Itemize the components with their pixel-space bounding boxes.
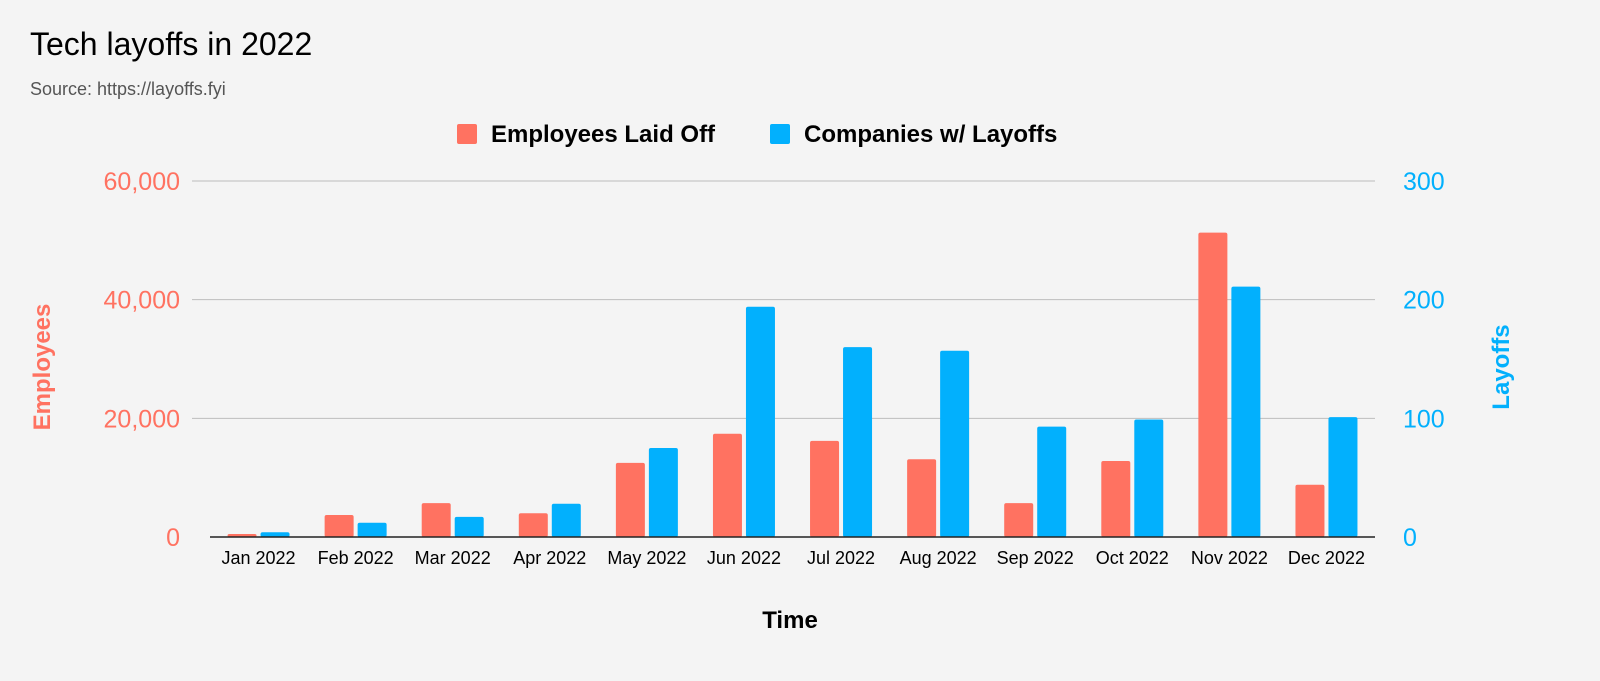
bar-employees (615, 462, 645, 537)
bar-companies (551, 503, 581, 537)
bar-companies (843, 347, 873, 537)
bar-companies (1037, 426, 1067, 537)
bar-companies (648, 448, 678, 537)
bar-companies (1231, 286, 1261, 537)
bar-companies (940, 350, 970, 537)
legend-swatch-employees (457, 124, 477, 144)
y-left-tick-label: 20,000 (104, 405, 180, 433)
bar-companies (260, 532, 290, 537)
bar-employees (907, 459, 937, 537)
x-tick-label: Nov 2022 (1191, 548, 1268, 568)
legend-swatch-companies (770, 124, 790, 144)
x-tick-label: Oct 2022 (1096, 548, 1169, 568)
y-axis-right-title: Layoffs (1488, 324, 1515, 409)
x-axis: Jan 2022 Feb 2022 Mar 2022 Apr 2022 May 2022… (210, 536, 1375, 568)
x-tick-label: Feb 2022 (318, 548, 394, 568)
x-tick-label: Sep 2022 (997, 548, 1074, 568)
chart-legend: Employees Laid Off Companies w/ Layoffs (457, 121, 1057, 148)
chart-subtitle: Source: https://layoffs.fyi (30, 79, 226, 99)
bar-employees (227, 533, 257, 537)
y-axis-right: 0 100 200 300 (1403, 168, 1445, 552)
x-tick-label: May 2022 (607, 548, 686, 568)
legend-label-companies: Companies w/ Layoffs (804, 121, 1057, 148)
y-left-tick-label: 0 (166, 524, 180, 552)
y-right-tick-label: 0 (1403, 524, 1417, 552)
bar-employees (712, 433, 742, 537)
x-tick-label: Apr 2022 (513, 548, 586, 568)
x-tick-label: Dec 2022 (1288, 548, 1365, 568)
y-right-tick-label: 300 (1403, 168, 1445, 196)
x-tick-label: Mar 2022 (415, 548, 491, 568)
y-axis-left-title: Employees (29, 304, 56, 431)
bar-employees (518, 513, 548, 537)
y-left-tick-label: 40,000 (104, 287, 180, 315)
x-tick-label: Jan 2022 (222, 548, 296, 568)
bar-employees (421, 503, 451, 537)
bar-employees (324, 515, 354, 537)
y-axis-left: 0 20,000 40,000 60,000 (104, 168, 180, 552)
bar-employees (1004, 503, 1034, 537)
bar-companies (1134, 419, 1164, 537)
legend-label-employees: Employees Laid Off (491, 121, 716, 148)
x-tick-label: Jun 2022 (707, 548, 781, 568)
bar-employees (1295, 484, 1325, 537)
x-tick-label: Aug 2022 (900, 548, 977, 568)
y-right-tick-label: 200 (1403, 287, 1445, 315)
gridlines (192, 180, 1375, 419)
bar-companies (1328, 417, 1358, 537)
x-axis-title: Time (762, 607, 818, 634)
bar-companies (745, 306, 775, 537)
y-left-tick-label: 60,000 (104, 168, 180, 196)
bar-employees (1198, 232, 1228, 537)
bar-companies (357, 522, 387, 537)
bars (227, 232, 1358, 537)
y-right-tick-label: 100 (1403, 405, 1445, 433)
x-tick-label: Jul 2022 (807, 548, 875, 568)
bar-employees (810, 440, 840, 537)
bar-employees (1101, 461, 1131, 537)
bar-companies (454, 516, 484, 537)
chart-title: Tech layoffs in 2022 (30, 26, 313, 62)
